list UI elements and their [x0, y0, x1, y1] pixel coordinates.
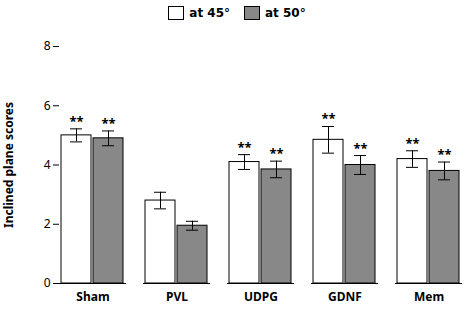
- svg-text:**: **: [269, 144, 283, 162]
- svg-text:**: **: [353, 139, 367, 157]
- svg-text:**: **: [237, 138, 251, 156]
- html-text:at 45°: at 45°: [189, 5, 230, 20]
- svg-text:**: **: [101, 114, 115, 132]
- html-text:at 50°: at 50°: [265, 5, 306, 20]
- svg-text:**: **: [321, 109, 335, 127]
- svg-text:6: 6: [44, 97, 51, 114]
- svg-text:UDPG: UDPG: [244, 288, 278, 305]
- svg-text:**: **: [69, 112, 83, 130]
- svg-text:4: 4: [44, 156, 51, 173]
- svg-text:**: **: [405, 134, 419, 152]
- svg-text:GDNF: GDNF: [328, 288, 362, 305]
- svg-text:Mem: Mem: [414, 288, 444, 305]
- svg-text:Inclined plane scores: Inclined plane scores: [0, 102, 17, 228]
- svg-text:Sham: Sham: [76, 288, 109, 305]
- svg-text:0: 0: [44, 274, 51, 291]
- svg-text:PVL: PVL: [166, 288, 188, 305]
- svg-text:8: 8: [44, 37, 51, 54]
- svg-text:2: 2: [44, 215, 51, 232]
- svg-text:**: **: [437, 145, 451, 163]
